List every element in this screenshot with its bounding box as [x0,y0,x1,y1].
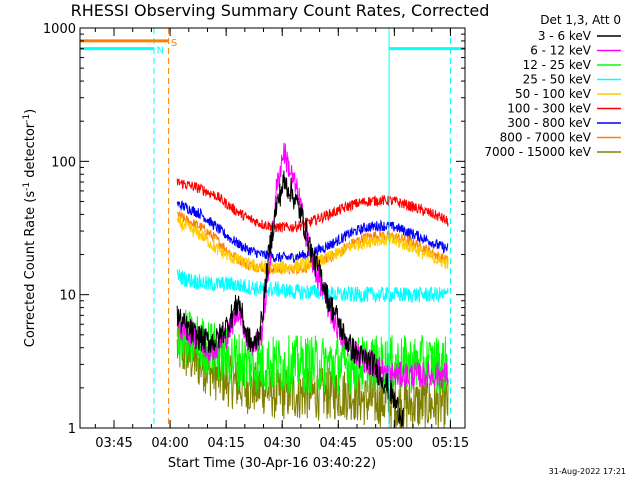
y-axis-label-sup1: -1 [22,182,32,191]
axes: 1 10 100 1000 03:45 04:00 04:15 04:30 04:45 05:00… [43,22,469,451]
legend-entry-label: 3 - 6 keV [538,29,592,43]
legend-entry-label: 50 - 100 keV [515,87,592,101]
interval-label: N [157,46,164,57]
plot-area [176,142,449,428]
x-tick-label: 04:30 [263,436,300,451]
y-tick-label: 10 [59,289,76,304]
series-line [176,269,449,303]
y-tick-label: 1 [68,422,76,437]
y-axis-label: Corrected Count Rate (s-1 detector-1) [22,109,38,347]
legend-entry-label: 12 - 25 keV [523,58,592,72]
y-axis-label-main: Corrected Count Rate (s [23,191,38,348]
legend-entry-label: 100 - 300 keV [507,102,591,116]
y-tick-label: 100 [51,155,76,170]
y-axis-label-end: ) [23,109,38,114]
x-tick-label: 03:45 [95,436,132,451]
x-axis-label: Start Time (30-Apr-16 03:40:22) [168,456,376,471]
series-line [176,142,449,390]
x-tick-label: 05:00 [376,436,413,451]
x-tick-label: 04:45 [320,436,357,451]
chart-title: RHESSI Observing Summary Count Rates, Co… [71,1,490,20]
x-tick-label: 04:00 [151,436,188,451]
x-tick-label: 04:15 [207,436,244,451]
plot-frame [79,27,466,429]
legend-header: Det 1,3, Att 0 [540,13,621,27]
x-tick-label: 05:15 [432,436,469,451]
legend-entry-label: 6 - 12 keV [530,44,592,58]
series-line [176,178,449,234]
legend-entry-label: 300 - 800 keV [507,116,591,130]
footer-timestamp: 31-Aug-2022 17:21 [549,467,626,476]
legend-entry-label: 25 - 50 keV [523,73,592,87]
interval-label: S [171,38,177,49]
legend-entry-label: 7000 - 15000 keV [484,145,591,159]
y-axis-label-sup2: -1 [22,114,32,123]
series-line [176,170,404,427]
y-axis-label-mid: detector [23,122,38,182]
observing-intervals: NS [80,28,465,428]
legend-entry-label: 800 - 7000 keV [500,131,592,145]
y-tick-label: 1000 [43,22,76,37]
